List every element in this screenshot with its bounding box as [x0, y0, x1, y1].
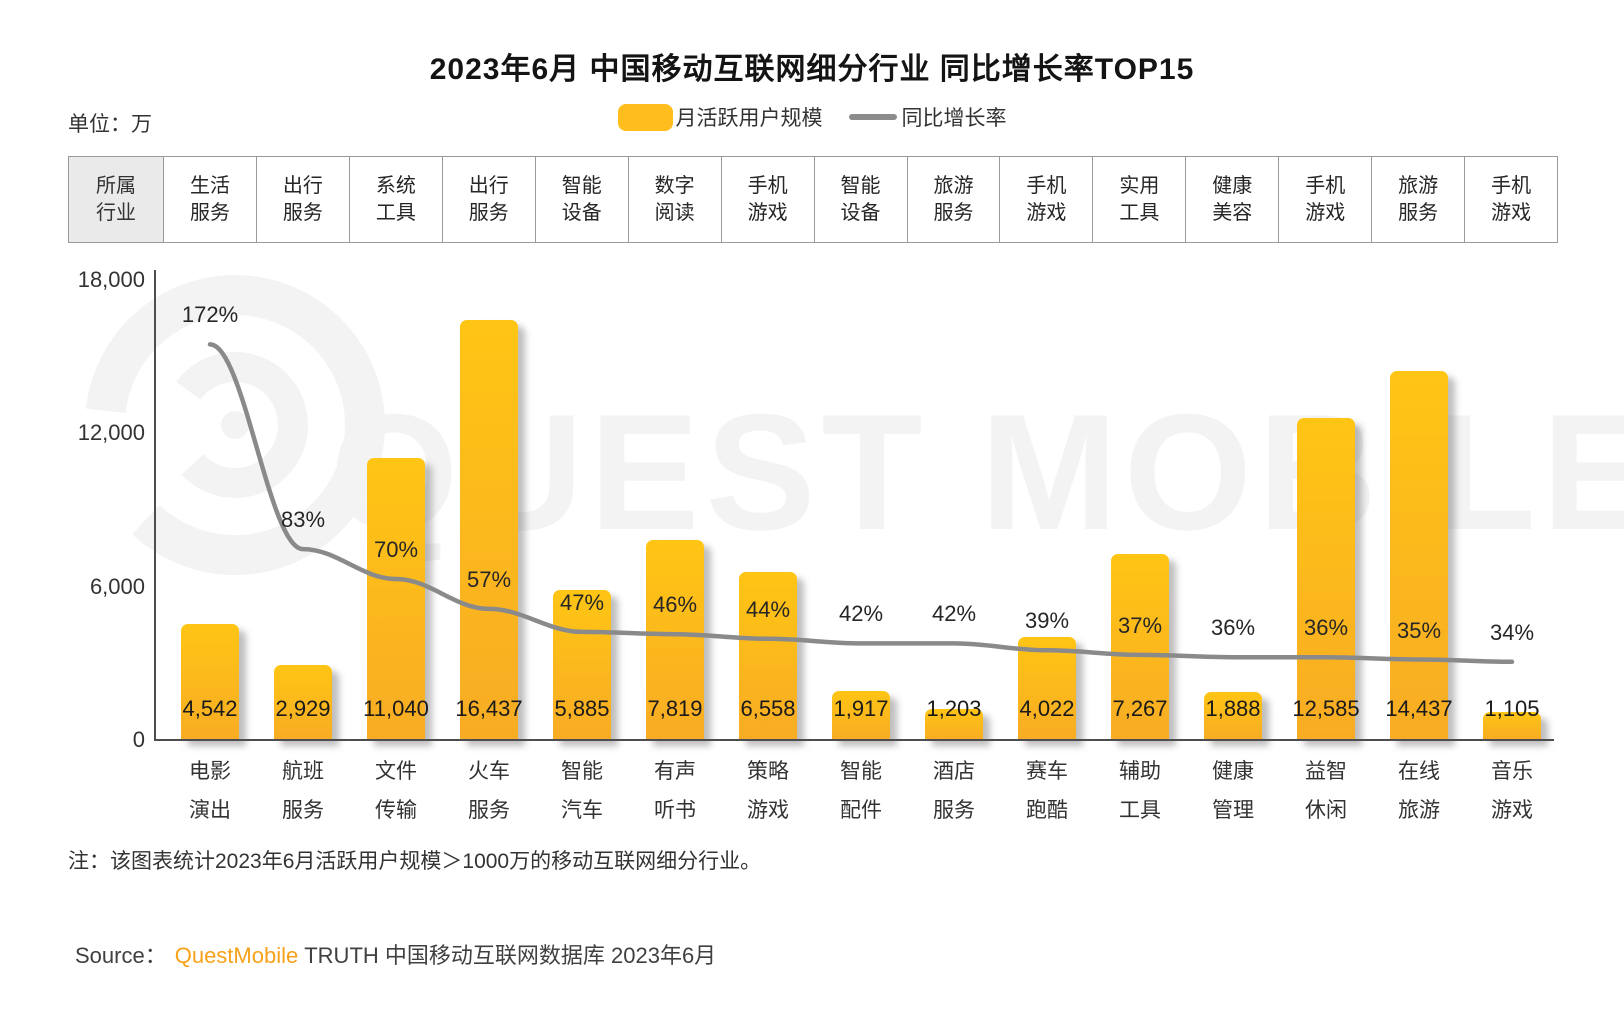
bar-value-label: 1,888 [1205, 696, 1261, 721]
y-tick-label: 0 [132, 727, 145, 752]
bar [925, 709, 983, 740]
industry-header-cell: 手机 游戏 [1464, 156, 1559, 243]
x-axis-label: 航班 服务 [282, 760, 324, 822]
bar-value-label: 2,929 [275, 696, 331, 721]
bar-value-label: 12,585 [1292, 696, 1360, 721]
bar [1111, 554, 1169, 740]
bar [181, 623, 239, 740]
bar [1297, 418, 1355, 740]
bar [553, 589, 611, 740]
line-series-swatch-icon [848, 114, 897, 120]
y-tick-label: 18,000 [77, 267, 145, 292]
industry-header-cell: 手机 游戏 [999, 156, 1094, 243]
bar-value-label: 11,040 [363, 696, 429, 721]
x-axis-label: 在线 旅游 [1398, 760, 1440, 822]
industry-header-cell: 生活 服务 [163, 156, 257, 243]
y-tick-label: 12,000 [77, 420, 145, 446]
bar [646, 540, 704, 740]
bar [1483, 711, 1541, 740]
bar-series-swatch-icon [617, 103, 673, 131]
y-tick-label: 6,000 [89, 573, 145, 599]
bar [274, 665, 332, 740]
bar [739, 572, 797, 740]
x-axis-label: 智能 汽车 [561, 760, 603, 822]
bar-value-label: 5,885 [554, 696, 610, 721]
bar [1018, 637, 1076, 740]
x-axis-label: 火车 服务 [468, 760, 510, 822]
unit-label: 单位：万 [68, 113, 152, 136]
line-value-label: 70% [373, 537, 419, 562]
bar-value-label: 7,819 [647, 696, 703, 721]
x-axis-label: 赛车 跑酷 [1026, 760, 1068, 822]
legend: 月活跃用户规模 同比增长率 [0, 102, 1624, 132]
x-axis-label: 辅助 工具 [1119, 760, 1161, 822]
line-value-label: 47% [559, 589, 605, 615]
line-value-label: 35% [1396, 617, 1442, 643]
industry-header-cell: 旅游 服务 [1371, 156, 1466, 243]
bar-series-label: 月活跃用户规模 [675, 107, 823, 130]
industry-header-cell: 手机 游戏 [720, 156, 815, 243]
line-value-label: 172% [181, 302, 239, 328]
x-axis [154, 739, 1554, 741]
y-axis [154, 270, 156, 741]
source-brand: QuestMobile [174, 943, 299, 968]
bar-value-label: 7,267 [1112, 696, 1168, 721]
x-axis-label: 文件 传输 [375, 760, 417, 822]
line-value-label: 36% [1303, 615, 1349, 641]
industry-header-label: 所属 行业 [68, 156, 164, 243]
footnote: 注：该图表统计2023年6月活跃用户规模＞1000万的移动互联网细分行业。 [68, 850, 762, 873]
bar [460, 319, 518, 740]
bar-value-label: 4,542 [182, 696, 238, 721]
industry-header-cell: 出行 服务 [441, 156, 536, 243]
line-value-label: 42% [931, 601, 977, 627]
industry-header-cell: 数字 阅读 [627, 156, 722, 243]
line-value-label: 34% [1489, 619, 1535, 645]
bar [1390, 371, 1448, 740]
industry-header-table: 所属 行业 生活 服务 出行 服务 系统 工具 出行 服务 智能 设备 数字 阅读 手机 游… [68, 156, 1559, 243]
line-series-label: 同比增长率 [901, 107, 1007, 130]
bar-value-label: 1,203 [926, 696, 982, 721]
line-value-label: 36% [1210, 615, 1256, 641]
bar [832, 691, 890, 740]
x-axis-label: 策略 游戏 [747, 760, 789, 822]
line-value-label: 57% [466, 566, 512, 592]
x-axis-label: 益智 休闲 [1305, 760, 1347, 822]
x-axis-label: 音乐 游戏 [1491, 760, 1533, 822]
line-value-label: 42% [838, 601, 884, 627]
industry-header-cell: 手机 游戏 [1278, 156, 1373, 243]
x-axis-label: 有声 听书 [654, 760, 696, 822]
line-value-label: 83% [280, 507, 326, 533]
industry-header-cell: 健康 美容 [1185, 156, 1280, 243]
industry-header-cell: 实用 工具 [1092, 156, 1187, 243]
source-line: Source： QuestMobile TRUTH 中国移动互联网数据库 2023年… [75, 938, 716, 970]
x-axis-label: 电影 演出 [189, 760, 231, 822]
industry-header-cell: 智能 设备 [813, 156, 908, 243]
bar-value-label: 6,558 [740, 696, 796, 721]
line-value-label: 39% [1024, 608, 1070, 634]
x-axis-label: 酒店 服务 [933, 760, 975, 822]
x-axis-label: 智能 配件 [840, 760, 882, 822]
bar [367, 457, 425, 740]
bar-value-label: 16,437 [455, 696, 523, 721]
industry-header-cell: 智能 设备 [534, 156, 629, 243]
x-axis-label: 健康 管理 [1212, 760, 1254, 822]
industry-header-cell: 出行 服务 [255, 156, 350, 243]
industry-header-cell: 旅游 服务 [906, 156, 1001, 243]
source-suffix: TRUTH 中国移动互联网数据库 2023年6月 [304, 943, 717, 968]
line-value-label: 37% [1117, 612, 1163, 638]
source-prefix: Source： [75, 943, 167, 968]
bar-value-label: 1,105 [1484, 696, 1540, 721]
line-value-label: 46% [652, 592, 698, 618]
chart-title: 2023年6月 中国移动互联网细分行业 同比增长率TOP15 [429, 53, 1195, 86]
bar [1204, 691, 1262, 740]
line-value-label: 44% [745, 596, 791, 622]
bar-value-label: 4,022 [1019, 696, 1075, 721]
bar-value-label: 14,437 [1385, 696, 1453, 721]
bar-value-label: 1,917 [833, 696, 889, 721]
